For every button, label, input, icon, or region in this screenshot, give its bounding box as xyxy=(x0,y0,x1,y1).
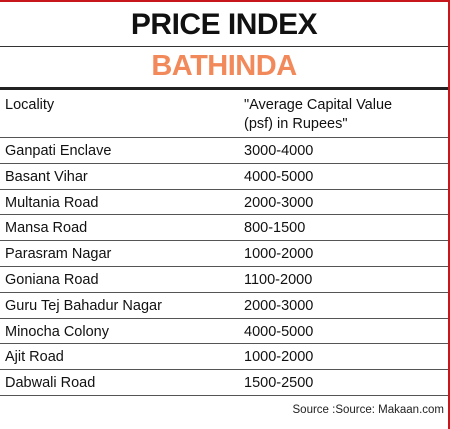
table-row: Ganpati Enclave 3000-4000 xyxy=(0,138,448,164)
locality-cell: Ganpati Enclave xyxy=(5,143,112,159)
value-cell: 2000-3000 xyxy=(244,297,314,314)
value-cell: 2000-3000 xyxy=(244,194,314,211)
table-row: Dabwali Road 1500-2500 xyxy=(0,370,448,396)
table-row: Ajit Road 1000-2000 xyxy=(0,344,448,371)
table-row: Basant Vihar 4000-5000 xyxy=(0,164,448,190)
locality-cell: Ajit Road xyxy=(5,349,64,366)
table-row: Multania Road 2000-3000 xyxy=(0,190,448,216)
page-title: PRICE INDEX xyxy=(130,8,318,41)
value-cell: 1000-2000 xyxy=(244,246,314,263)
table-row: Parasram Nagar 1000-2000 xyxy=(0,241,448,267)
value-header-line2: (psf) in Rupees" xyxy=(244,116,348,132)
locality-cell: Mansa Road xyxy=(5,220,88,237)
value-cell: 4000-5000 xyxy=(244,323,314,340)
value-cell: 1100-2000 xyxy=(244,272,313,288)
locality-cell: Parasram Nagar xyxy=(5,246,112,263)
source-note: Source :Source: Makaan.com xyxy=(292,404,445,416)
table-row: Goniana Road 1100-2000 xyxy=(0,267,448,293)
locality-cell: Multania Road xyxy=(5,194,99,211)
value-cell: 3000-4000 xyxy=(244,143,314,159)
title-divider xyxy=(0,46,448,47)
locality-cell: Guru Tej Bahadur Nagar xyxy=(5,297,162,314)
locality-header: Locality xyxy=(5,97,55,113)
city-subtitle: BATHINDA xyxy=(151,50,297,82)
table-header: Locality "Average Capital Value (psf) in… xyxy=(0,90,448,138)
value-cell: 1000-2000 xyxy=(244,349,314,366)
table-row: Mansa Road 800-1500 xyxy=(0,215,448,242)
value-cell: 4000-5000 xyxy=(244,168,314,185)
locality-cell: Goniana Road xyxy=(5,272,99,288)
locality-cell: Basant Vihar xyxy=(5,168,88,185)
value-cell: 800-1500 xyxy=(244,220,306,237)
table-row: Guru Tej Bahadur Nagar 2000-3000 xyxy=(0,293,448,319)
subtitle-divider xyxy=(0,87,448,90)
locality-cell: Minocha Colony xyxy=(5,323,109,340)
table-row: Minocha Colony 4000-5000 xyxy=(0,319,448,345)
value-header-line1: "Average Capital Value xyxy=(244,97,393,113)
value-cell: 1500-2500 xyxy=(244,375,314,392)
locality-cell: Dabwali Road xyxy=(5,375,96,392)
